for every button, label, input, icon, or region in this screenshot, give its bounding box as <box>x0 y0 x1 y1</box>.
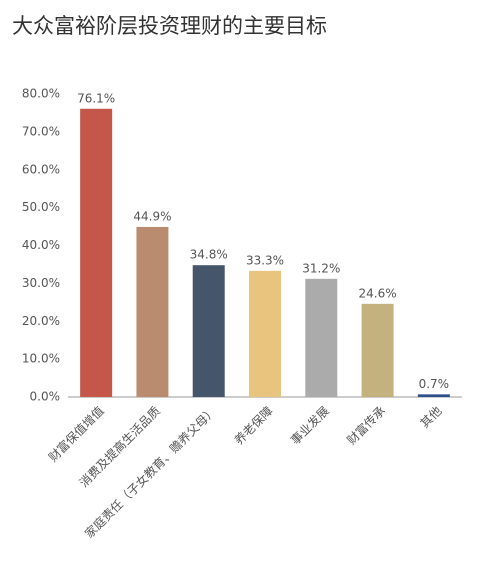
y-tick-label: 50.0% <box>22 200 60 214</box>
y-tick-label: 20.0% <box>22 314 60 328</box>
bar <box>80 108 113 398</box>
value-label: 24.6% <box>359 286 397 300</box>
value-label: 34.8% <box>190 248 228 262</box>
x-tick-label: 事业发展 <box>287 403 332 448</box>
y-tick-label: 30.0% <box>22 276 60 290</box>
y-tick-label: 10.0% <box>22 352 60 366</box>
x-tick-label: 财富保值增值 <box>45 403 107 465</box>
y-tick-label: 40.0% <box>22 238 60 252</box>
y-tick-label: 80.0% <box>22 87 60 101</box>
x-tick-label: 其他 <box>418 404 445 431</box>
y-tick-label: 60.0% <box>22 162 60 176</box>
value-label: 33.3% <box>246 253 284 267</box>
x-tick-label: 财富传承 <box>344 403 389 448</box>
y-tick-label: 70.0% <box>22 124 60 138</box>
value-label: 76.1% <box>77 91 115 105</box>
value-label: 31.2% <box>302 261 340 275</box>
x-tick-label: 养老保障 <box>231 403 276 448</box>
bar <box>417 394 450 397</box>
y-tick-label: 0.0% <box>30 390 61 404</box>
value-label: 44.9% <box>133 209 171 223</box>
bar <box>136 226 169 397</box>
bar <box>249 270 281 397</box>
bar <box>192 265 225 397</box>
value-label: 0.7% <box>419 377 450 391</box>
bar <box>361 303 394 397</box>
bar <box>305 278 338 397</box>
chart-title: 大众富裕阶层投资理财的主要目标 <box>12 14 327 38</box>
